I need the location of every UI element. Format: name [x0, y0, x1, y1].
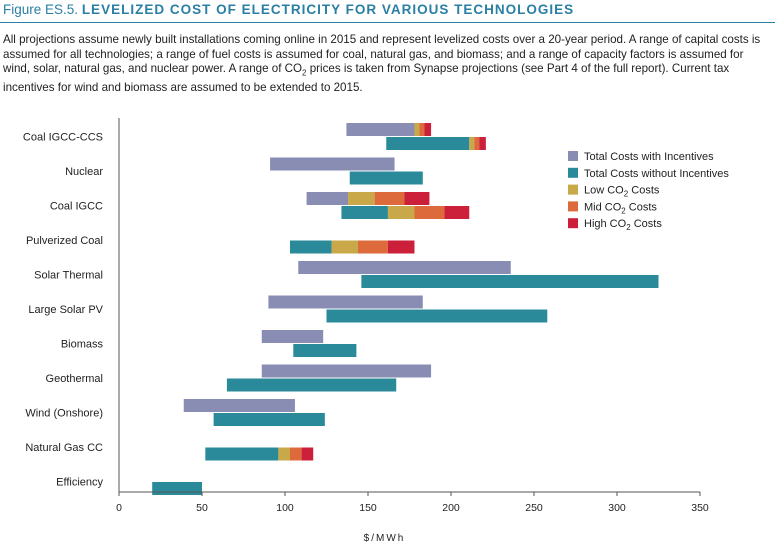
bar-without-incentives-high-co2 — [301, 447, 314, 461]
legend-label-low-co2: Low CO2 Costs — [584, 185, 660, 199]
x-tick-label: 350 — [691, 502, 709, 514]
legend-swatch-without-incentives — [568, 167, 578, 178]
x-tick-label: 200 — [442, 502, 460, 514]
x-tick-label: 100 — [276, 502, 294, 514]
figure-label: Figure ES.5. — [3, 2, 79, 17]
description-text-2: prices is taken from Synapse projections… — [3, 62, 730, 95]
bar-without-incentives-without-incentives — [386, 137, 470, 150]
x-tick-label: 300 — [608, 502, 626, 514]
legend-label-without-incentives: Total Costs without Incentives — [584, 168, 729, 180]
bar-without-incentives-mid-co2 — [358, 240, 388, 254]
category-label: Natural Gas CC — [25, 442, 103, 454]
legend-swatch-high-co2 — [568, 218, 578, 229]
legend-label-high-co2: High CO2 Costs — [584, 218, 662, 232]
bar-without-incentives-without-incentives — [361, 275, 659, 288]
bar-with-incentives-with-incentives — [346, 123, 415, 136]
category-label: Pulverized Coal — [26, 235, 103, 247]
bar-without-incentives-without-incentives — [341, 206, 388, 219]
category-label: Large Solar PV — [28, 304, 103, 316]
bar-without-incentives-without-incentives — [326, 309, 548, 323]
bar-without-incentives-without-incentives — [349, 171, 423, 185]
bar-without-incentives-high-co2 — [444, 206, 470, 219]
bar-with-incentives-with-incentives — [261, 330, 324, 343]
bar-without-incentives-without-incentives — [205, 447, 279, 461]
bar-without-incentives-high-co2 — [479, 137, 486, 150]
bar-with-incentives-high-co2 — [404, 192, 430, 205]
bar-without-incentives-high-co2 — [387, 240, 415, 254]
legend-label-mid-co2: Mid CO2 Costs — [584, 201, 657, 215]
bar-without-incentives-without-incentives — [213, 413, 325, 426]
bar-with-incentives-low-co2 — [348, 192, 375, 205]
category-label: Wind (Onshore) — [25, 408, 103, 420]
category-label: Efficiency — [56, 477, 103, 489]
figure-caption: LEVELIZED COST OF ELECTRICITY FOR VARIOU… — [81, 2, 575, 17]
x-tick-label: 50 — [196, 502, 208, 514]
bar-without-incentives-without-incentives — [152, 482, 202, 495]
x-tick-label: 250 — [525, 502, 543, 514]
bar-with-incentives-mid-co2 — [419, 123, 425, 136]
x-axis: 0 50 100 150 200 250 300 350 $/MWh — [116, 118, 709, 544]
x-axis-title: $/MWh — [364, 533, 406, 544]
figure-title: Figure ES.5. LEVELIZED COST OF ELECTRICI… — [3, 2, 773, 17]
x-tick-label: 0 — [116, 502, 122, 514]
bar-without-incentives-low-co2 — [331, 240, 359, 254]
x-tick-label: 150 — [359, 502, 377, 514]
category-label: Geothermal — [46, 373, 103, 385]
bar-with-incentives-with-incentives — [298, 261, 511, 274]
legend-swatch-low-co2 — [568, 184, 578, 195]
legend-label-with-incentives: Total Costs with Incentives — [584, 151, 714, 163]
bar-with-incentives-with-incentives — [270, 157, 395, 171]
bar-with-incentives-low-co2 — [414, 123, 420, 136]
category-label: Biomass — [61, 339, 104, 351]
bar-without-incentives-without-incentives — [293, 344, 357, 357]
chart-legend: Total Costs with Incentives Total Costs w… — [568, 151, 729, 232]
bar-without-incentives-mid-co2 — [474, 137, 480, 150]
figure-description: All projections assume newly built insta… — [3, 33, 771, 96]
description-text-1: All projections assume newly built insta… — [3, 33, 761, 76]
category-label: Coal IGCC — [50, 201, 103, 213]
category-label: Coal IGCC-CCS — [23, 132, 103, 144]
description-subscript: 2 — [302, 68, 307, 78]
category-label: Solar Thermal — [34, 270, 103, 282]
bar-without-incentives-without-incentives — [226, 378, 397, 392]
title-rule — [0, 22, 775, 23]
bar-without-incentives-low-co2 — [387, 206, 415, 219]
category-labels: Coal IGCC-CCS Nuclear Coal IGCC Pulverized … — [23, 132, 104, 489]
legend-swatch-with-incentives — [568, 151, 578, 161]
bar-with-incentives-with-incentives — [261, 364, 432, 378]
legend-swatch-mid-co2 — [568, 201, 578, 212]
bar-without-incentives-low-co2 — [469, 137, 475, 150]
bar-without-incentives-low-co2 — [278, 447, 290, 461]
bar-with-incentives-high-co2 — [424, 123, 432, 136]
bar-with-incentives-with-incentives — [268, 295, 423, 309]
bar-without-incentives-mid-co2 — [414, 206, 445, 219]
bar-without-incentives-mid-co2 — [289, 447, 302, 461]
bar-with-incentives-with-incentives — [183, 399, 295, 412]
bar-with-incentives-with-incentives — [306, 192, 349, 205]
chart-bars — [152, 123, 659, 495]
bar-without-incentives-without-incentives — [289, 240, 332, 254]
category-label: Nuclear — [65, 166, 103, 178]
bar-with-incentives-mid-co2 — [374, 192, 405, 205]
